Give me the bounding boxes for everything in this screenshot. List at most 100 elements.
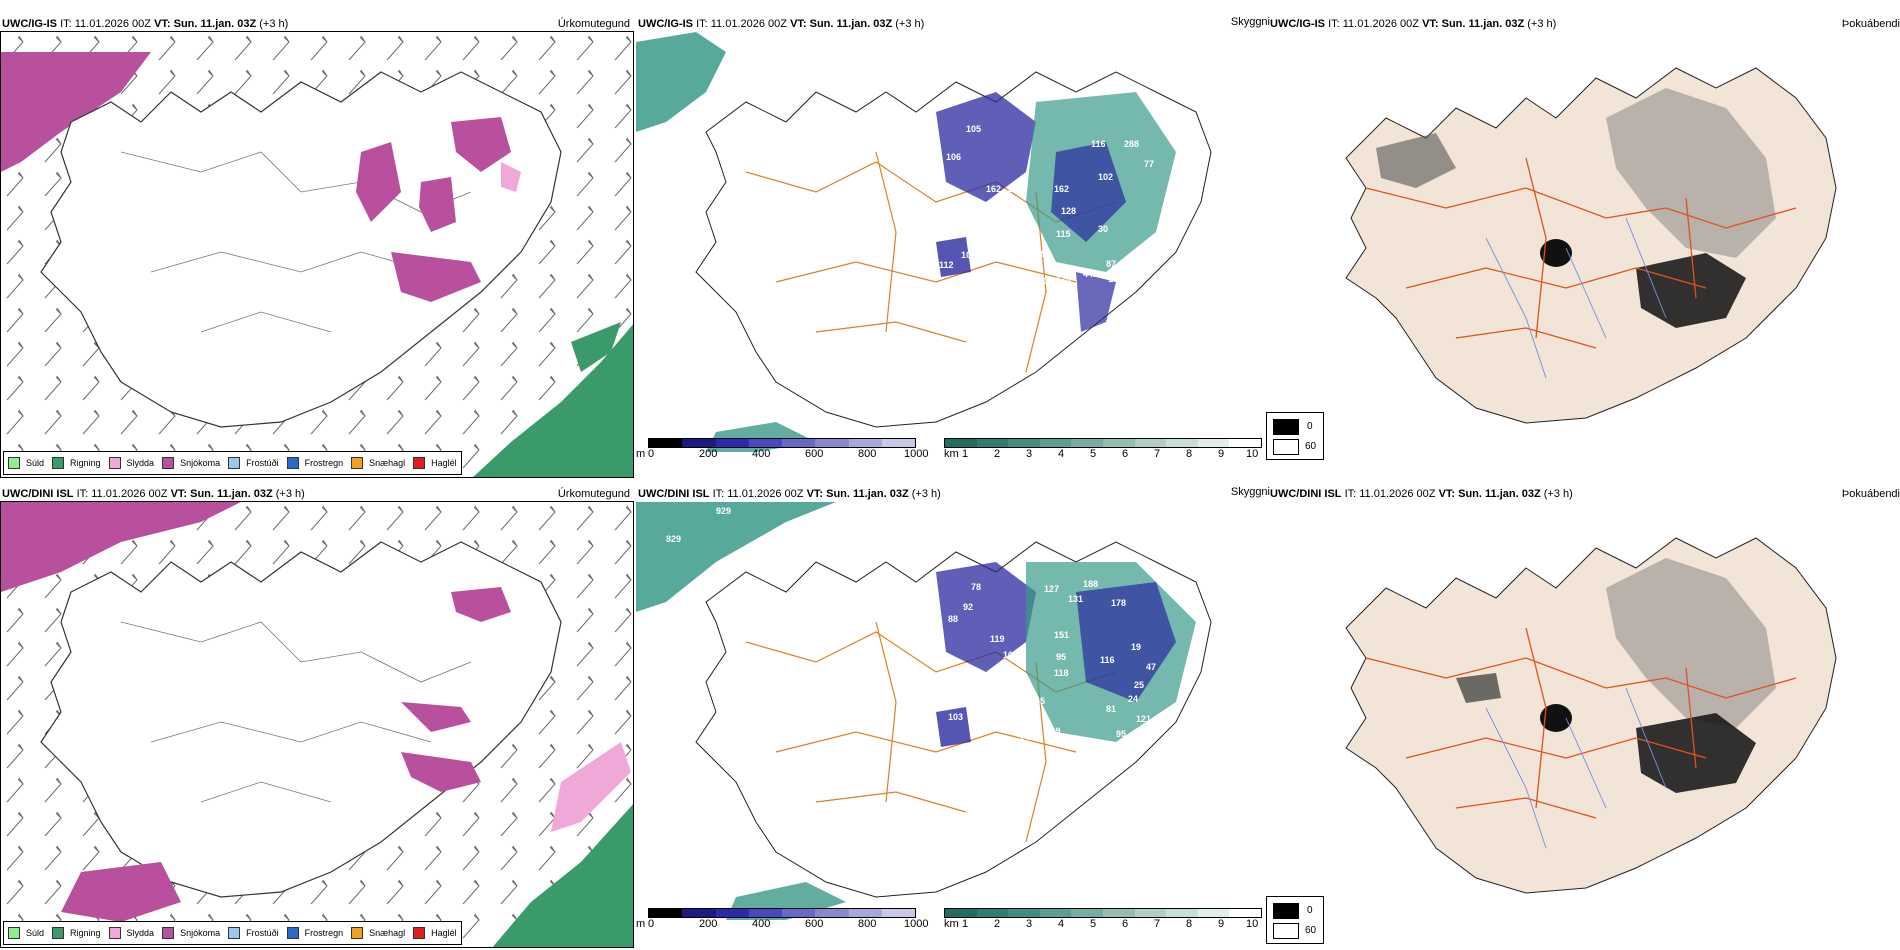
visibility-tick: 1 [962, 918, 969, 930]
fog-tick: 60 [1305, 441, 1317, 452]
cloudbase-unit: m [636, 918, 646, 930]
legend-swatch [162, 927, 175, 939]
vt-value: Sun. 11.jan. 03Z [190, 488, 273, 500]
cloudbase-colorbar [648, 438, 916, 448]
legend-swatch [286, 927, 299, 939]
legend-label: Slydda [126, 928, 155, 938]
visibility-tick: 3 [1026, 448, 1033, 460]
vt-label: VT: [1422, 18, 1439, 30]
legend-item: Haglél [413, 457, 457, 469]
cloudbase-tick: 200 [699, 448, 718, 460]
it-value: 11.01.2026 00Z [1359, 488, 1436, 500]
cloudbase-label: 178 [1111, 598, 1126, 608]
cloudbase-label: 121 [1136, 714, 1151, 724]
it-label: IT: [1344, 488, 1357, 500]
cloudbase-label: 116 [1100, 655, 1115, 665]
vt-value: Sun. 11.jan. 03Z [1458, 488, 1541, 500]
legend-swatch [8, 927, 20, 939]
offset: (+3 h) [911, 488, 941, 500]
panel-header: UWC/IG-IS IT: 11.01.2026 00Z VT: Sun. 11… [1270, 18, 1556, 30]
legend-label: Frostregn [304, 928, 344, 938]
vt-value: Sun. 11.jan. 03Z [173, 18, 257, 30]
fog-legend: 0 60 [1266, 412, 1324, 460]
fog-title: Þokuábendi [1841, 18, 1900, 30]
offset: (+3 h) [259, 18, 289, 30]
legend-swatch [228, 457, 241, 469]
fog-tick: 0 [1307, 905, 1313, 916]
cloudbase-label: 112 [939, 260, 954, 270]
visibility-tick: 6 [1122, 448, 1129, 460]
cloudbase-label: 106 [946, 152, 961, 162]
cloudbase-label: 88 [948, 614, 958, 624]
cloudbase-label: 30 [1098, 224, 1108, 234]
cloudbase-label: 118 [1054, 668, 1069, 678]
legend-item: Snæhagl [351, 457, 405, 469]
visibility-colorbar [944, 438, 1262, 448]
it-value: 11.01.2026 00Z [74, 18, 151, 30]
it-value: 11.01.2026 00Z [727, 488, 804, 500]
visibility-tick: 2 [994, 448, 1001, 460]
visibility-tick: 9 [1218, 448, 1225, 460]
legend-item: Haglél [413, 927, 457, 939]
cloudbase-tick: 0 [648, 448, 655, 460]
visibility-tick: 8 [1186, 448, 1193, 460]
cloudbase-label: 965 [771, 41, 786, 51]
legend-item: Frostúði [228, 927, 279, 939]
cloudbase-label: 829 [666, 534, 681, 544]
precip-map-svg [1, 32, 633, 477]
legend-swatch [52, 457, 65, 469]
legend-swatch [413, 927, 426, 939]
legend-item: Rigning [52, 457, 101, 469]
legend-label: Snæhagl [369, 458, 406, 468]
legend-swatch [228, 927, 241, 939]
precip-map: Súld Rigning Slydda Snjókoma Frostúði Fr… [0, 31, 634, 478]
legend-item: Snjókoma [162, 457, 220, 469]
visibility-tick: 5 [1090, 448, 1097, 460]
row-top: UWC/IG-IS IT: 11.01.2026 00Z VT: Sun. 11… [0, 14, 1900, 480]
cloudbase-label: 131 [1068, 594, 1083, 604]
visibility-tick: 5 [1090, 918, 1097, 930]
legend-item: Slydda [108, 457, 155, 469]
fog-legend-white [1273, 923, 1299, 939]
cloudbase-tick: 200 [699, 918, 718, 930]
cloudbase-label: 144 [1020, 276, 1035, 286]
vt-label: VT: [154, 18, 171, 30]
cloudbase-label: 102 [1098, 172, 1113, 182]
cloudbase-label: 127 [1044, 584, 1059, 594]
legend-swatch [8, 457, 20, 469]
precip-legend: Súld Rigning Slydda Snjókoma Frostúði Fr… [3, 921, 462, 945]
it-label: IT: [76, 488, 89, 500]
it-label: IT: [712, 488, 725, 500]
visibility-map-svg: 929 829 78 127 188 131 88 92 178 119 167… [636, 502, 1212, 920]
panel-header: UWC/IG-IS IT: 11.01.2026 00Z VT: Sun. 11… [638, 18, 924, 30]
fog-legend: 0 60 [1266, 896, 1324, 944]
legend-swatch [162, 457, 175, 469]
visibility-tick: 3 [1026, 918, 1033, 930]
cloudbase-label: 106 [1038, 276, 1053, 286]
cloudbase-label: 225 [1031, 249, 1046, 259]
precip-type-panel: UWC/DINI ISL IT: 11.01.2026 00Z VT: Sun.… [0, 484, 636, 950]
cloudbase-label: 151 [1054, 630, 1069, 640]
cloudbase-label: 142 [1019, 732, 1034, 742]
cloudbase-label: 105 [966, 124, 981, 134]
vt-label: VT: [806, 488, 824, 500]
cloudbase-label: 105 [1108, 274, 1123, 284]
legend-swatch [286, 457, 299, 469]
legend-swatch [52, 927, 65, 939]
model-name: UWC/DINI ISL [1270, 488, 1342, 500]
legend-label: Súld [26, 928, 45, 938]
cloudbase-label: 116 [1091, 139, 1106, 149]
cloudbase-colorbar [648, 908, 916, 918]
cloudbase-tick: 400 [752, 918, 771, 930]
cloudbase-label: 162 [1054, 184, 1069, 194]
legend-label: Snæhagl [369, 928, 406, 938]
precip-legend: Súld Rigning Slydda Snjókoma Frostúði Fr… [3, 451, 462, 475]
visibility-title: Skyggni [1230, 486, 1270, 498]
it-value: 11.01.2026 00Z [91, 488, 168, 500]
model-name: UWC/DINI ISL [638, 488, 710, 500]
legend-label: Slydda [126, 458, 155, 468]
cloudbase-label: 167 [1003, 650, 1018, 660]
cloudbase-label: 288 [1124, 139, 1139, 149]
fog-tick: 0 [1307, 421, 1313, 432]
fog-legend-black [1273, 903, 1299, 919]
